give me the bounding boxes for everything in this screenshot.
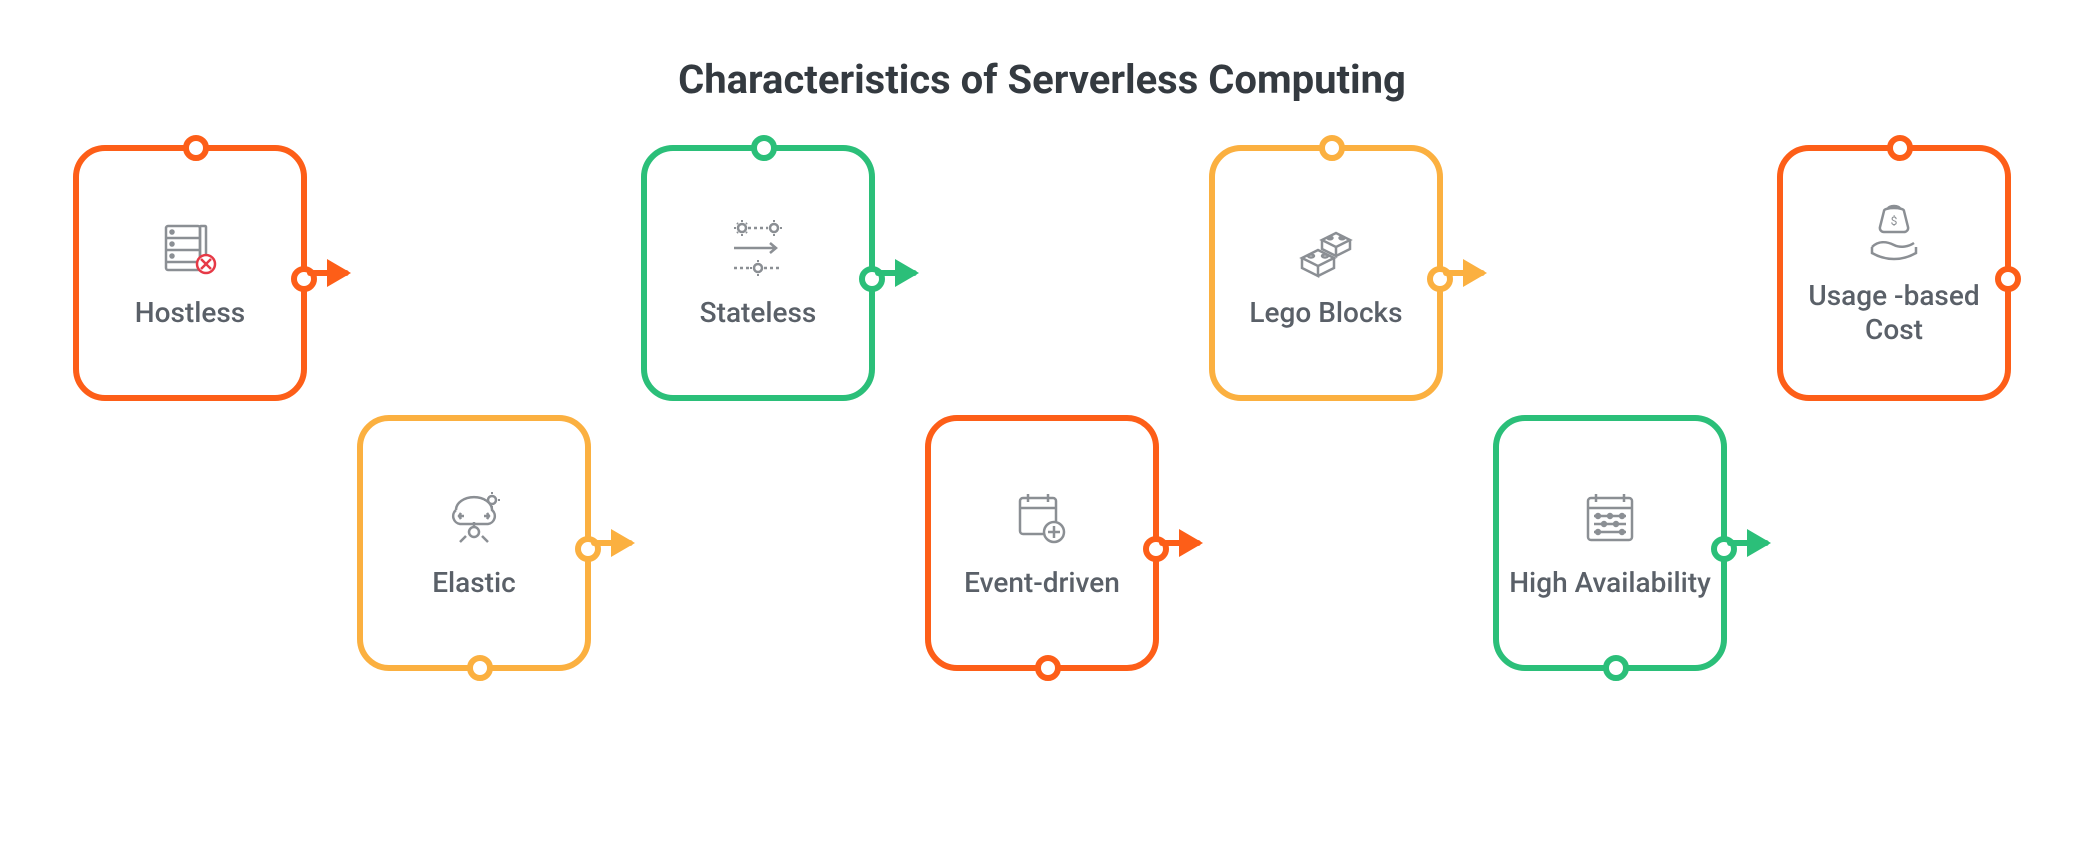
- flow-diagram: Hostless Elastic Stateless Event-driven Lego…: [0, 103, 2084, 803]
- card-high-availability: High Availability: [1493, 415, 1727, 671]
- card-label: Stateless: [690, 296, 827, 330]
- card-label: High Availability: [1499, 566, 1721, 600]
- card-label: Hostless: [125, 296, 255, 330]
- calendar-plus-icon: [1010, 486, 1074, 550]
- arrow-icon: [307, 270, 349, 276]
- money-hand-icon: $: [1862, 199, 1926, 263]
- card-lego-blocks: Lego Blocks: [1209, 145, 1443, 401]
- blocks-icon: [1294, 216, 1358, 280]
- card-label: Usage -based Cost: [1783, 279, 2005, 346]
- card-label: Event-driven: [954, 566, 1130, 600]
- gears-flow-icon: [726, 216, 790, 280]
- card-usage-based-cost: $ Usage -based Cost: [1777, 145, 2011, 401]
- arrow-icon: [1443, 270, 1485, 276]
- arrow-icon: [1159, 540, 1201, 546]
- card-elastic: Elastic: [357, 415, 591, 671]
- dot-icon: [751, 135, 777, 161]
- dot-icon: [1887, 135, 1913, 161]
- card-label: Elastic: [422, 566, 526, 600]
- dot-icon: [1035, 655, 1061, 681]
- server-x-icon: [158, 216, 222, 280]
- arrow-icon: [591, 540, 633, 546]
- dot-icon: [467, 655, 493, 681]
- dot-icon: [183, 135, 209, 161]
- card-hostless: Hostless: [73, 145, 307, 401]
- page-title: Characteristics of Serverless Computing: [0, 0, 2084, 103]
- card-label: Lego Blocks: [1239, 296, 1412, 330]
- arrow-icon: [1727, 540, 1769, 546]
- dot-icon: [1995, 266, 2021, 292]
- elastic-icon: [442, 486, 506, 550]
- dot-icon: [1603, 655, 1629, 681]
- card-stateless: Stateless: [641, 145, 875, 401]
- calendar-grid-icon: [1578, 486, 1642, 550]
- svg-text:$: $: [1891, 214, 1898, 228]
- arrow-icon: [875, 270, 917, 276]
- dot-icon: [1319, 135, 1345, 161]
- card-event-driven: Event-driven: [925, 415, 1159, 671]
